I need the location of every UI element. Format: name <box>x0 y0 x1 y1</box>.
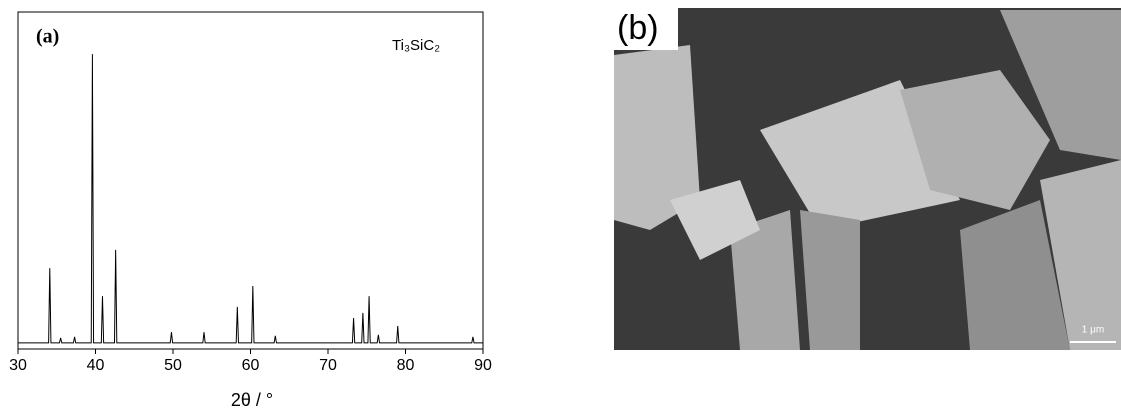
panel-label: (a) <box>36 26 59 48</box>
x-axis-label: 2θ / ° <box>231 390 273 410</box>
annotation: Ti₃SiC₂ <box>392 37 440 54</box>
x-tick-label: 30 <box>9 357 27 374</box>
x-tick-label: 50 <box>164 357 182 374</box>
sem-image <box>614 8 1121 350</box>
x-tick-label: 60 <box>242 357 260 374</box>
plot-frame <box>17 11 484 350</box>
xrd-pattern <box>18 54 483 344</box>
image-panel-label: (b) <box>617 9 659 47</box>
x-tick-label: 40 <box>87 357 105 374</box>
x-tick-label: 70 <box>319 357 337 374</box>
x-tick-label: 90 <box>474 357 492 374</box>
x-tick-label: 80 <box>397 357 415 374</box>
scale-bar-label: 1 μm <box>1082 325 1104 336</box>
